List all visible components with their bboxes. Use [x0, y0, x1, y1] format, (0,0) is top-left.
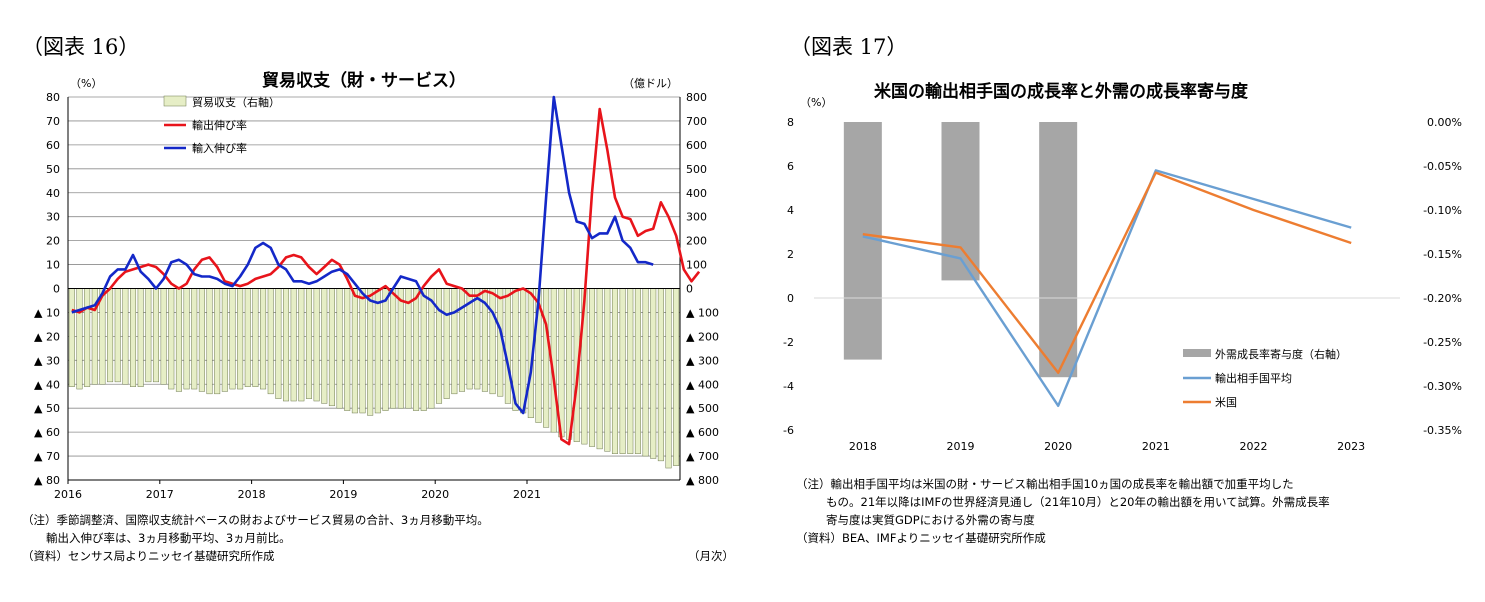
y-right-tick-label: -0.20%	[1423, 292, 1462, 305]
right-axis-unit-oku-dollar: （億ドル）	[623, 77, 678, 90]
y-right-tick-label: 0.00%	[1427, 116, 1462, 129]
export-partner-average-line	[862, 169, 1352, 407]
note-line-r2: もの。21年以降はIMFの世界経済見通し（21年10月）と20年の輸出額を用いて…	[826, 495, 1330, 509]
source-note-r: （資料）BEA、IMFよりニッセイ基礎研究所作成	[796, 531, 1046, 545]
note-line-1: （注）季節調整済、国際収支統計ベースの財およびサービス貿易の合計、3ヵ月移動平均…	[22, 513, 489, 527]
y-left-tick-label: 6	[787, 160, 794, 173]
x-tick-label: 2020	[421, 488, 449, 501]
legend-label: 輸入伸び率	[192, 141, 247, 155]
y-right-tick-label: -0.15%	[1423, 248, 1462, 261]
left-axis-unit-percent: （%）	[70, 77, 103, 90]
y-right-tick-label: ▲ 300	[686, 354, 719, 367]
y-left-tick-label: 50	[46, 163, 60, 176]
left-axis-unit-percent-2: （%）	[800, 96, 833, 109]
y-left-tick-label: ▲ 10	[34, 306, 60, 319]
y-left-tick-label: 70	[46, 115, 60, 128]
chart-title-export-partners: 米国の輸出相手国の成長率と外需の成長率寄与度	[874, 82, 1248, 102]
y-left-tick-label: 40	[46, 187, 60, 200]
y-right-tick-label: 400	[686, 187, 707, 200]
legend-label: 輸出相手国平均	[1215, 371, 1292, 385]
y-left-tick-label: -6	[783, 424, 794, 437]
note-line-2: 輸出入伸び率は、3ヵ月移動平均、3ヵ月前比。	[46, 531, 291, 545]
y-right-tick-label: 100	[686, 259, 707, 272]
x-tick-label: 2017	[146, 488, 174, 501]
external-demand-bar	[1039, 122, 1078, 378]
y-right-tick-label: 800	[686, 91, 707, 104]
y-right-tick-label: 200	[686, 235, 707, 248]
source-note: （資料）センサス局よりニッセイ基礎研究所作成	[22, 549, 275, 563]
legend-swatch-external-demand	[1183, 349, 1211, 357]
legend-label: 輸出伸び率	[192, 118, 247, 132]
export-growth-line	[71, 107, 701, 446]
y-right-tick-label: 700	[686, 115, 707, 128]
y-left-tick-label: ▲ 30	[34, 354, 60, 367]
x-tick-label: 2023	[1337, 440, 1365, 453]
y-right-tick-label: -0.30%	[1423, 380, 1462, 393]
y-right-tick-label: -0.35%	[1423, 424, 1462, 437]
figure-label-16: （図表 16）	[22, 35, 140, 59]
x-tick-label: 2016	[54, 488, 82, 501]
y-left-tick-label: 20	[46, 235, 60, 248]
y-left-tick-label: ▲ 50	[34, 402, 60, 415]
x-axis-unit-monthly: （月次）	[688, 549, 734, 563]
legend-label: 貿易収支（右軸）	[192, 95, 280, 109]
y-right-tick-label: 500	[686, 163, 707, 176]
y-right-tick-label: ▲ 600	[686, 426, 719, 439]
note-line-r3: 寄与度は実質GDPにおける外需の寄与度	[826, 513, 1035, 527]
y-right-tick-label: 0	[686, 283, 693, 296]
y-right-tick-label: -0.05%	[1423, 160, 1462, 173]
legend-swatch-trade-balance	[163, 95, 187, 107]
y-right-tick-label: 300	[686, 211, 707, 224]
y-left-tick-label: 10	[46, 259, 60, 272]
y-right-tick-label: ▲ 100	[686, 306, 719, 319]
y-right-tick-label: -0.25%	[1423, 336, 1462, 349]
y-left-tick-label: ▲ 70	[34, 450, 60, 463]
y-left-tick-label: 2	[787, 248, 794, 261]
y-left-tick-label: 8	[787, 116, 794, 129]
x-tick-label: 2019	[947, 440, 975, 453]
y-right-tick-label: ▲ 200	[686, 330, 719, 343]
note-line-r1: （注）輸出相手国平均は米国の財・サービス輸出相手国10ヵ国の成長率を輸出額で加重…	[796, 477, 1294, 491]
y-right-tick-label: ▲ 500	[686, 402, 719, 415]
y-right-tick-label: 600	[686, 139, 707, 152]
x-tick-label: 2019	[329, 488, 357, 501]
y-left-tick-label: -4	[783, 380, 794, 393]
y-right-tick-label: ▲ 800	[686, 474, 719, 487]
y-left-tick-label: 0	[787, 292, 794, 305]
x-tick-label: 2020	[1044, 440, 1072, 453]
x-tick-label: 2022	[1240, 440, 1268, 453]
y-left-tick-label: ▲ 20	[34, 330, 60, 343]
y-right-tick-label: ▲ 400	[686, 378, 719, 391]
legend-label: 米国	[1215, 396, 1237, 409]
x-tick-label: 2018	[238, 488, 266, 501]
y-right-tick-label: ▲ 700	[686, 450, 719, 463]
figure-label-17: （図表 17）	[790, 35, 908, 59]
y-left-tick-label: 30	[46, 211, 60, 224]
x-tick-label: 2021	[513, 488, 541, 501]
y-left-tick-label: 0	[53, 283, 60, 296]
import-growth-line	[71, 95, 654, 415]
y-right-tick-label: -0.10%	[1423, 204, 1462, 217]
y-left-tick-label: -2	[783, 336, 794, 349]
y-left-tick-label: ▲ 60	[34, 426, 60, 439]
chart-title-trade-balance: 貿易収支（財・サービス）	[262, 71, 466, 91]
x-tick-label: 2021	[1142, 440, 1170, 453]
us-growth-line	[862, 171, 1352, 374]
y-left-tick-label: 60	[46, 139, 60, 152]
y-left-tick-label: 80	[46, 91, 60, 104]
y-left-tick-label: ▲ 80	[34, 474, 60, 487]
external-demand-bar	[941, 122, 980, 281]
external-demand-bar	[843, 122, 882, 360]
y-left-tick-label: 4	[787, 204, 794, 217]
legend-label: 外需成長率寄与度（右軸）	[1215, 347, 1347, 361]
y-left-tick-label: ▲ 40	[34, 378, 60, 391]
x-tick-label: 2018	[849, 440, 877, 453]
